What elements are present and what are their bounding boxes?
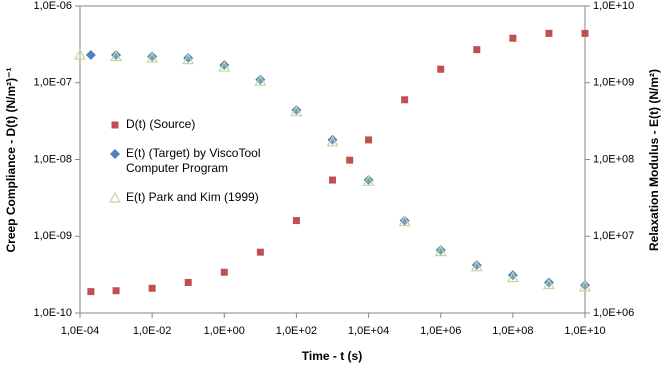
point [509,34,517,42]
point [73,48,87,60]
y2-tick-label: 1,0E+07 [593,230,634,242]
point [542,278,555,290]
point [292,217,300,225]
point [111,121,119,129]
point [110,50,123,62]
x-tick-label: 1,0E+04 [348,325,389,337]
point [399,215,410,226]
y-tick-label: 1,0E-07 [33,77,72,89]
point [291,105,302,116]
point [581,29,589,37]
x-axis-label: Time - t (s) [302,349,362,363]
legend-swatch [110,149,120,159]
point [148,284,156,292]
legend-swatch [111,121,119,129]
point [146,51,159,63]
point [254,74,267,86]
point [111,49,122,60]
legend-label: E(t) (Target) by ViscoTool Computer Prog… [126,146,261,175]
point [112,287,120,295]
legend-label: E(t) Park and Kim (1999) [126,190,259,204]
point [220,268,228,276]
point [401,96,409,104]
x-tick-label: 1,0E+06 [420,325,461,337]
y2-tick-label: 1,0E+08 [593,153,634,165]
point [85,49,96,60]
point [580,280,590,291]
point [256,248,264,256]
y2-tick-label: 1,0E+06 [593,307,634,319]
point [184,278,192,286]
legend-swatch [108,191,122,203]
point [362,175,375,186]
point [365,136,373,144]
point [108,191,122,203]
x-tick-label: 1,0E+02 [276,325,317,337]
y-tick-label: 1,0E-08 [33,153,72,165]
point [473,46,481,54]
point [398,215,411,227]
point [346,156,354,164]
y-tick-label: 1,0E-06 [33,0,72,12]
point [435,245,446,256]
point [183,53,194,64]
x-tick-label: 1,0E+08 [492,325,533,337]
x-tick-label: 1,0E+00 [204,325,245,337]
legend: D(t) (Source) E(t) (Target) by ViscoTool … [108,117,308,219]
point [255,74,266,85]
point [470,260,483,272]
point [326,135,339,147]
x-tick-label: 1,0E+10 [564,325,605,337]
point [147,51,158,62]
legend-item: D(t) (Source) [108,117,308,132]
y-tick-label: 1,0E-10 [33,307,72,319]
y-tick-label: 1,0E-09 [33,230,72,242]
point [363,175,374,186]
x-tick-label: 1,0E-02 [133,325,172,337]
point [471,260,482,271]
point [545,29,553,37]
point [437,65,445,73]
point [578,280,592,292]
point [110,149,120,159]
x-tick-label: 1,0E-04 [61,325,100,337]
point [182,53,195,65]
point [434,245,447,257]
point [329,176,336,184]
point [87,288,95,296]
y-axis-label: Creep Compliance - D(t) (N/m²)⁻¹ [4,67,18,252]
legend-label: D(t) (Source) [126,117,196,131]
y2-axis-label: Relaxation Modulus - E(t) (N/m²) [647,69,661,251]
legend-item: E(t) Park and Kim (1999) [108,190,308,205]
point [218,60,231,72]
y2-tick-label: 1,0E+09 [593,77,634,89]
point [290,105,303,117]
point [506,271,519,283]
legend-item: E(t) (Target) by ViscoTool Computer Prog… [108,146,308,176]
y2-tick-label: 1,0E+10 [593,0,634,12]
